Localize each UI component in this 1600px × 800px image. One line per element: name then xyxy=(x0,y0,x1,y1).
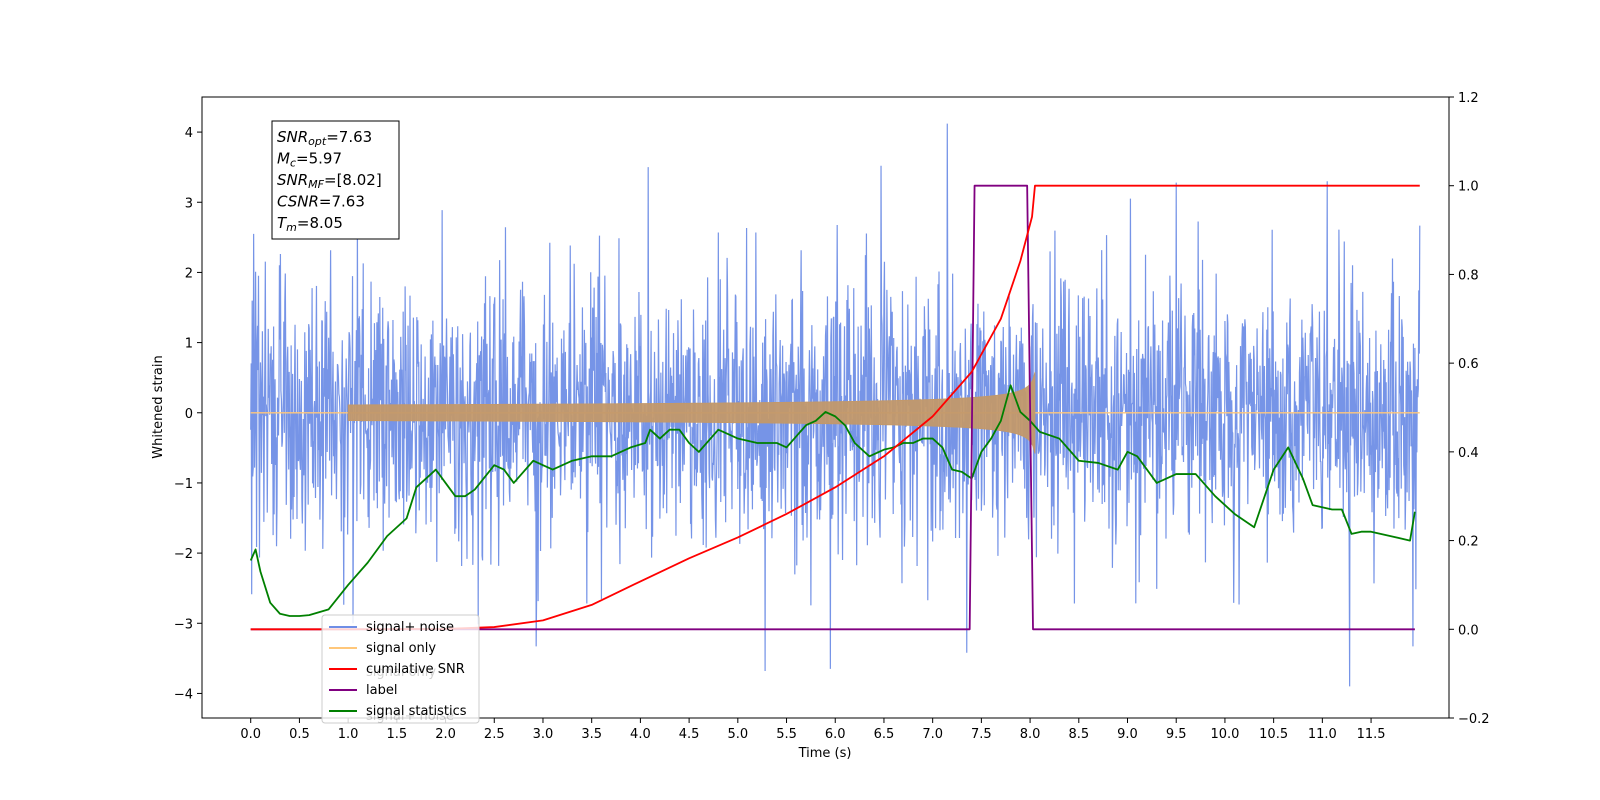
legend-label: signal only xyxy=(366,641,436,656)
annotation-line: CSNR=7.63 xyxy=(277,193,365,211)
x-tick-label: 6.5 xyxy=(874,727,895,742)
y-axis-label: Whitened strain xyxy=(151,355,166,458)
annotation-frame xyxy=(271,120,400,240)
y-right-tick-label: −0.2 xyxy=(1458,712,1490,727)
x-axis: 0.0 0.5 1.0 1.5 2.0 2.5 3.0 3.5 4.0 4.5 5.0 5.5 6.0 6… xyxy=(240,718,1386,742)
x-tick-label: 10.0 xyxy=(1210,727,1239,742)
y-right-tick-label: 0.0 xyxy=(1458,623,1479,638)
x-tick-label: 1.0 xyxy=(338,727,359,742)
signal-only-chirp xyxy=(347,371,1036,454)
series-label xyxy=(250,184,1415,631)
x-tick-label: 11.0 xyxy=(1308,727,1337,742)
series-signal-plus-noise xyxy=(250,123,1421,687)
x-tick-label: 0.0 xyxy=(240,727,261,742)
x-tick-label: 2.5 xyxy=(484,727,505,742)
legend-ghost-text-1: signal only xyxy=(366,665,436,680)
y-right-tick-label: 0.2 xyxy=(1458,535,1479,550)
legend-label: label xyxy=(366,683,397,698)
x-tick-label: 7.0 xyxy=(922,727,943,742)
series-signal-statistics xyxy=(249,384,1416,617)
x-tick-label: 8.0 xyxy=(1020,727,1041,742)
legend-label: signal+ noise xyxy=(366,620,454,635)
legend-frame xyxy=(321,614,480,724)
x-tick-label: 3.5 xyxy=(581,727,602,742)
series-signal-only xyxy=(250,371,1420,454)
x-axis-label: Time (s) xyxy=(798,746,852,761)
annotation-line: Tm=8.05 xyxy=(277,214,343,234)
y-right-tick-label: 0.4 xyxy=(1458,446,1479,461)
legend-label: cumilative SNR xyxy=(366,662,465,677)
x-tick-label: 5.5 xyxy=(776,727,797,742)
x-tick-label: 8.5 xyxy=(1068,727,1089,742)
signal-statistics-line xyxy=(249,384,1416,617)
y-tick-label: −4 xyxy=(174,687,193,702)
y-axis-right: −0.2 0.0 0.2 0.4 0.6 0.8 1.0 1.2 xyxy=(1449,91,1490,727)
x-tick-label: 9.5 xyxy=(1166,727,1187,742)
y-tick-label: −2 xyxy=(174,547,193,562)
cumilative-snr-line xyxy=(250,184,1420,631)
annotation-line: Mc=5.97 xyxy=(277,150,342,170)
x-tick-label: 10.5 xyxy=(1259,727,1288,742)
y-right-tick-label: 0.8 xyxy=(1458,268,1479,283)
signal-plus-noise-line xyxy=(250,123,1421,687)
x-tick-label: 0.5 xyxy=(289,727,310,742)
x-tick-label: 11.5 xyxy=(1357,727,1386,742)
x-tick-label: 3.0 xyxy=(533,727,554,742)
plot-frame xyxy=(201,96,1450,719)
y-tick-label: 3 xyxy=(185,196,193,211)
x-tick-label: 4.0 xyxy=(630,727,651,742)
y-right-tick-label: 1.0 xyxy=(1458,180,1479,195)
annotation-line: SNRopt=7.63 xyxy=(277,128,372,148)
x-tick-label: 4.5 xyxy=(679,727,700,742)
y-right-tick-label: 0.6 xyxy=(1458,357,1479,372)
y-tick-label: 1 xyxy=(185,337,193,352)
y-right-tick-label: 1.2 xyxy=(1458,91,1479,106)
y-axis-left: −4 −3 −2 −1 0 1 2 3 4 xyxy=(174,126,202,702)
x-tick-label: 5.0 xyxy=(727,727,748,742)
series-cumilative-snr xyxy=(250,184,1420,631)
y-tick-label: 4 xyxy=(185,126,193,141)
x-tick-label: 9.0 xyxy=(1117,727,1138,742)
y-tick-label: −1 xyxy=(174,477,193,492)
y-tick-label: 2 xyxy=(185,266,193,281)
legend-ghost-text-2: signal+ noise xyxy=(366,709,454,724)
x-tick-label: 2.0 xyxy=(435,727,456,742)
x-tick-label: 6.0 xyxy=(825,727,846,742)
annotation-line: SNRMF=[8.02] xyxy=(277,171,382,191)
label-line xyxy=(250,184,1415,631)
y-tick-label: 0 xyxy=(185,407,193,422)
y-tick-label: −3 xyxy=(174,617,193,632)
legend: signal only signal+ noise signal+ noises… xyxy=(321,614,480,724)
x-tick-label: 7.5 xyxy=(971,727,992,742)
x-tick-label: 1.5 xyxy=(387,727,408,742)
legend-label: signal statistics xyxy=(366,704,467,719)
